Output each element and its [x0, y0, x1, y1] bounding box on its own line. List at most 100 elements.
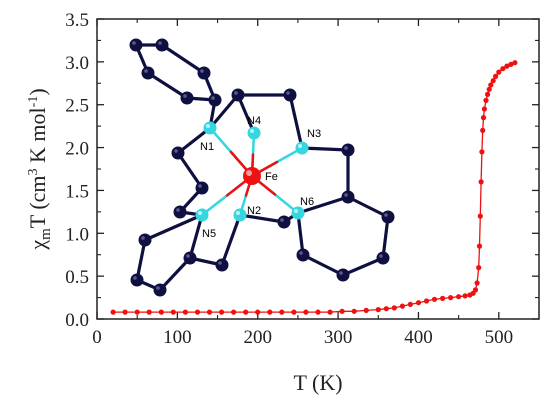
- data-point: [448, 295, 454, 301]
- carbon-atom: [153, 283, 167, 297]
- x-tick-label: 200: [243, 327, 272, 348]
- x-tick-label: 300: [324, 327, 353, 348]
- atom-label-n1: N1: [200, 141, 214, 153]
- data-point: [170, 309, 176, 315]
- data-point: [481, 106, 487, 112]
- carbon-atom-highlight: [280, 218, 284, 222]
- molecule-bond: [135, 238, 147, 282]
- y-tick-label: 3.0: [65, 53, 89, 74]
- carbon-atom: [129, 38, 143, 52]
- data-point: [279, 309, 285, 315]
- carbon-atom: [130, 273, 144, 287]
- carbon-atom-highlight: [200, 69, 204, 73]
- molecule-bond: [146, 71, 189, 100]
- molecule-bond: [300, 146, 350, 152]
- carbon-atom: [155, 38, 169, 52]
- data-point: [255, 309, 261, 315]
- y-label-rest: T (cm: [25, 175, 50, 228]
- carbon-atom: [376, 251, 390, 265]
- molecule-bond: [236, 93, 256, 135]
- nitrogen-atom: [247, 126, 261, 140]
- x-axis-label: T (K): [293, 370, 342, 395]
- carbon-atom: [381, 210, 395, 224]
- data-point: [483, 97, 489, 103]
- carbon-atom-highlight: [344, 193, 348, 197]
- plot-frame: [96, 18, 540, 320]
- data-point: [291, 309, 297, 315]
- carbon-atom-highlight: [174, 149, 178, 153]
- molecule-bond: [296, 195, 350, 215]
- data-point: [339, 308, 345, 314]
- data-point: [512, 60, 518, 66]
- molecule-bond: [176, 151, 204, 190]
- carbon-atom-highlight: [286, 91, 290, 95]
- carbon-atom-highlight: [218, 261, 222, 265]
- data-point: [146, 309, 152, 315]
- data-point: [479, 149, 485, 155]
- data-point: [399, 303, 405, 309]
- y-label-close: ): [25, 88, 50, 95]
- nitrogen-atom-highlight: [198, 211, 202, 215]
- x-tick-label: 500: [485, 327, 514, 348]
- data-point: [480, 115, 487, 121]
- molecule-bond: [220, 213, 242, 267]
- atom-label-n6: N6: [300, 196, 314, 208]
- data-point: [375, 307, 381, 313]
- y-tick-label: 1.5: [65, 181, 89, 202]
- carbon-atom: [336, 268, 350, 282]
- data-point: [231, 309, 237, 315]
- carbon-atom-highlight: [141, 236, 145, 240]
- data-point: [508, 61, 514, 67]
- carbon-atom-highlight: [158, 41, 162, 45]
- fe-atom: [243, 167, 261, 185]
- data-point: [158, 309, 164, 315]
- carbon-atom: [215, 258, 229, 272]
- data-point: [462, 293, 468, 299]
- carbon-atom: [208, 93, 222, 107]
- carbon-atom: [231, 88, 245, 102]
- nitrogen-atom-highlight: [294, 209, 298, 213]
- x-tick-label: 100: [163, 327, 192, 348]
- data-point: [485, 91, 491, 97]
- y-label-main: χ: [25, 240, 50, 251]
- carbon-atom: [341, 143, 355, 157]
- data-point: [476, 265, 482, 271]
- molecule-bond: [176, 126, 212, 155]
- y-label-sup2: -1: [26, 96, 41, 108]
- data-point: [407, 301, 413, 307]
- nitrogen-atom: [295, 141, 309, 155]
- carbon-atom-highlight: [339, 271, 343, 275]
- molecule-bond: [341, 256, 385, 277]
- data-point: [415, 300, 422, 306]
- y-tick-label: 0.5: [65, 267, 89, 288]
- atom-label-n4: N4: [247, 115, 261, 127]
- molecule-bond: [143, 213, 204, 242]
- carbon-atom-highlight: [186, 254, 190, 258]
- data-point: [440, 295, 446, 301]
- data-point: [267, 309, 273, 315]
- nitrogen-atom-highlight: [206, 124, 210, 128]
- axis-ticks: [96, 18, 539, 320]
- molecule-bond: [238, 213, 286, 224]
- data-point: [476, 243, 483, 249]
- nitrogen-atom: [233, 208, 247, 222]
- carbon-atom-highlight: [234, 91, 238, 95]
- data-point: [456, 294, 462, 300]
- y-tick-label: 1.0: [65, 224, 89, 245]
- carbon-atom: [138, 233, 152, 247]
- data-point: [478, 179, 484, 185]
- y-tick-label: 2.0: [65, 139, 89, 160]
- molecule-bond: [208, 93, 240, 130]
- molecule-inset: N1 N2 N3 N4 N5 N6 Fe: [129, 38, 395, 297]
- nitrogen-atom-highlight: [298, 144, 302, 148]
- data-point: [194, 309, 201, 315]
- carbon-atom-highlight: [299, 251, 303, 255]
- nitrogen-atom: [203, 121, 217, 135]
- molecule-bond: [288, 93, 304, 150]
- carbon-atom: [195, 181, 209, 195]
- data-point: [472, 287, 479, 293]
- data-point: [490, 78, 496, 84]
- carbon-atom-highlight: [198, 184, 202, 188]
- x-tick-label: 0: [92, 327, 102, 348]
- data-point: [182, 309, 188, 315]
